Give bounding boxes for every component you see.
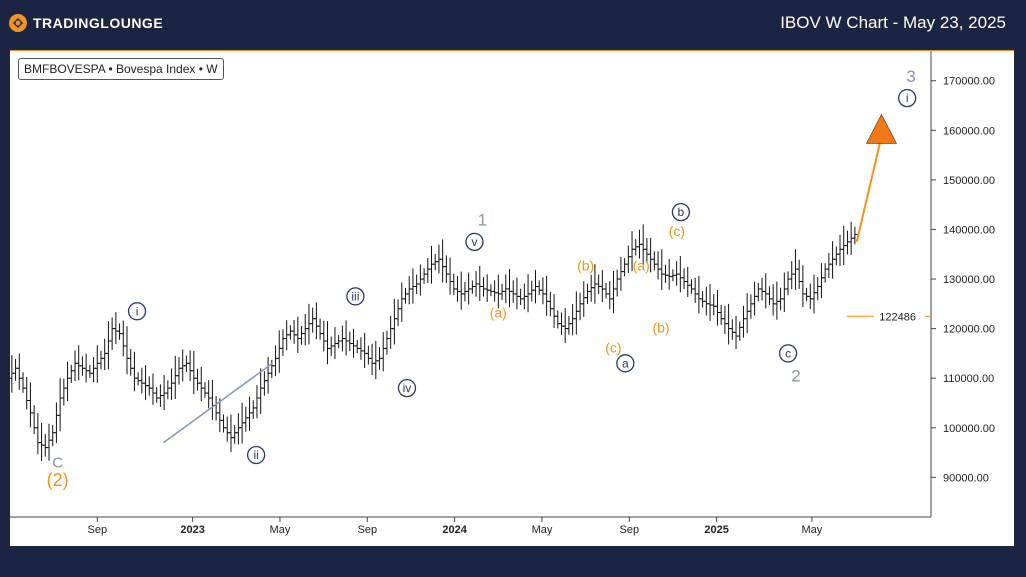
brand-logo: TRADINGLOUNGE: [8, 13, 163, 33]
wave-label: a: [622, 356, 629, 370]
wave-label: (c): [605, 339, 621, 355]
wave-label-circle: [465, 232, 484, 252]
wave-label: 2: [791, 367, 800, 386]
projection-line: [855, 136, 883, 243]
trendline: [163, 362, 273, 444]
wave-label-circle: [616, 354, 635, 373]
x-tick-label: 2025: [704, 524, 728, 536]
wave-label: C: [52, 454, 63, 471]
wave-label-circle: [671, 202, 691, 222]
wave-label: 3: [906, 67, 915, 86]
wave-label: v: [471, 235, 477, 249]
wave-label: (a): [490, 305, 507, 321]
price-marker-label: 122486: [879, 311, 916, 323]
wave-label: iv: [403, 381, 412, 395]
wave-label: 1: [478, 211, 487, 230]
wave-label: (b): [577, 258, 594, 274]
wave-label: ii: [253, 448, 258, 462]
wave-label: b: [678, 205, 685, 219]
y-tick-label: 150000.00: [943, 175, 995, 187]
wave-label: (b): [652, 320, 669, 336]
wave-label: iii: [351, 289, 359, 303]
x-tick-label: 2023: [180, 524, 204, 536]
wave-label: (a): [633, 258, 650, 274]
projection-arrowhead: [865, 113, 897, 144]
x-tick-label: May: [532, 524, 553, 536]
wave-label: i: [906, 91, 909, 105]
wave-label: (2): [47, 470, 69, 490]
brand-name: TRADINGLOUNGE: [33, 15, 164, 31]
x-tick-label: Sep: [620, 524, 640, 536]
y-tick-label: 90000.00: [943, 472, 989, 484]
x-tick-label: May: [270, 524, 291, 536]
x-tick-label: Sep: [357, 524, 377, 536]
chart-panel: 90000.00 100000.00 110000.00 120000.00 13000…: [10, 50, 1014, 546]
y-tick-label: 130000.00: [943, 274, 995, 286]
wave-label-circle: [397, 378, 417, 398]
y-tick-label: 120000.00: [943, 324, 995, 336]
wave-label-circle: [898, 88, 917, 108]
wave-label-circle: [246, 445, 266, 465]
wave-label-circle: [127, 302, 147, 321]
price-chart: 90000.00 100000.00 110000.00 120000.00 13000…: [10, 51, 995, 536]
y-tick-label: 100000.00: [943, 423, 995, 435]
top-bar: TRADINGLOUNGE IBOV W Chart - May 23, 202…: [0, 0, 1026, 48]
y-tick-label: 160000.00: [943, 125, 995, 137]
x-tick-label: 2024: [442, 524, 467, 536]
wave-label: i: [136, 304, 139, 318]
y-tick-label: 140000.00: [943, 224, 995, 236]
logo-icon: [9, 14, 27, 32]
wave-label-circle: [346, 287, 365, 306]
wave-label: c: [785, 346, 791, 360]
symbol-label: BMFBOVESPA • Bovespa Index • W: [18, 58, 224, 80]
wave-label: (c): [669, 223, 685, 239]
chart-title: IBOV W Chart - May 23, 2025: [780, 13, 1006, 32]
wave-label-circle: [778, 344, 798, 363]
y-tick-label: 170000.00: [943, 76, 995, 88]
x-tick-label: May: [802, 524, 823, 536]
x-tick-label: Sep: [88, 524, 108, 536]
y-tick-label: 110000.00: [943, 373, 994, 385]
